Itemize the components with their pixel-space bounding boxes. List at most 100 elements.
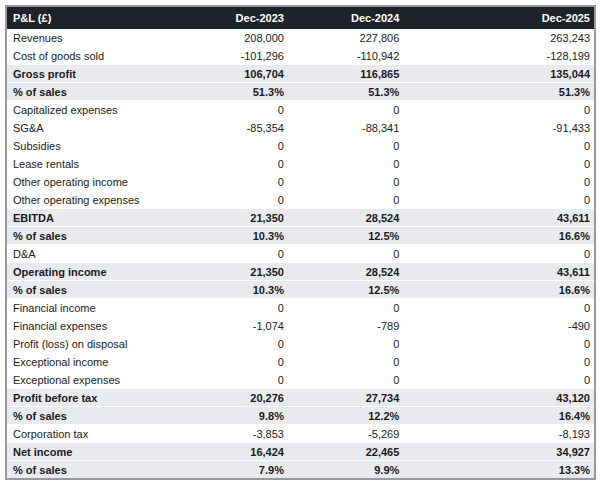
row-label: Corporation tax xyxy=(6,425,172,443)
row-label: % of sales xyxy=(6,407,172,425)
row-value: 0 xyxy=(172,155,288,173)
row-value: 0 xyxy=(403,101,595,119)
table-row: Profit before tax20,27627,73443,120 xyxy=(6,389,595,407)
row-value: 20,276 xyxy=(172,389,288,407)
row-value: 0 xyxy=(172,353,288,371)
table-row: Subsidies000 xyxy=(6,137,595,155)
table-row: EBITDA21,35028,52443,611 xyxy=(6,209,595,227)
row-value: 43,611 xyxy=(403,209,595,227)
row-value: 21,350 xyxy=(172,263,288,281)
row-value: 27,734 xyxy=(288,389,403,407)
row-value: 0 xyxy=(172,191,288,209)
row-value: -85,354 xyxy=(172,119,288,137)
table-row: % of sales9.8%12.2%16.4% xyxy=(6,407,595,425)
row-value: 0 xyxy=(403,371,595,389)
pnl-table-container: P&L (£) Dec-2023 Dec-2024 Dec-2025 Reven… xyxy=(5,5,596,480)
row-label: Financial expenses xyxy=(6,317,172,335)
row-value: 51.3% xyxy=(403,83,595,101)
row-value: -91,433 xyxy=(403,119,595,137)
row-label: Capitalized expenses xyxy=(6,101,172,119)
row-value: 0 xyxy=(288,245,403,263)
row-value: 0 xyxy=(288,191,403,209)
row-value: 0 xyxy=(288,299,403,317)
row-label: Other operating income xyxy=(6,173,172,191)
row-label: % of sales xyxy=(6,281,172,299)
table-row: Revenues208,000227,806263,243 xyxy=(6,29,595,47)
row-value: -110,942 xyxy=(288,47,403,65)
row-label: Exceptional expenses xyxy=(6,371,172,389)
row-value: 9.9% xyxy=(288,461,403,480)
row-label: Exceptional income xyxy=(6,353,172,371)
row-value: 34,927 xyxy=(403,443,595,461)
row-value: 0 xyxy=(403,137,595,155)
table-row: Cost of goods sold-101,296-110,942-128,1… xyxy=(6,47,595,65)
row-value: 0 xyxy=(288,137,403,155)
row-label: Gross profit xyxy=(6,65,172,83)
row-value: -789 xyxy=(288,317,403,335)
row-value: 0 xyxy=(288,353,403,371)
header-cell-dec-2024: Dec-2024 xyxy=(288,6,403,29)
row-value: 21,350 xyxy=(172,209,288,227)
row-label: Net income xyxy=(6,443,172,461)
row-value: 0 xyxy=(172,101,288,119)
row-value: 227,806 xyxy=(288,29,403,47)
row-label: % of sales xyxy=(6,83,172,101)
row-label: Revenues xyxy=(6,29,172,47)
row-value: 16,424 xyxy=(172,443,288,461)
row-value: 28,524 xyxy=(288,209,403,227)
table-row: Financial income000 xyxy=(6,299,595,317)
table-row: Corporation tax-3,853-5,269-8,193 xyxy=(6,425,595,443)
row-value: -490 xyxy=(403,317,595,335)
row-label: Profit before tax xyxy=(6,389,172,407)
row-value: 0 xyxy=(403,353,595,371)
row-value: 13.3% xyxy=(403,461,595,480)
row-label: Financial income xyxy=(6,299,172,317)
pnl-table: P&L (£) Dec-2023 Dec-2024 Dec-2025 Reven… xyxy=(5,5,596,480)
table-row: Other operating income000 xyxy=(6,173,595,191)
row-value: -1,074 xyxy=(172,317,288,335)
table-row: Operating income21,35028,52443,611 xyxy=(6,263,595,281)
row-value: 0 xyxy=(403,245,595,263)
row-value: 0 xyxy=(288,371,403,389)
table-row: % of sales10.3%12.5%16.6% xyxy=(6,281,595,299)
table-row: Profit (loss) on disposal000 xyxy=(6,335,595,353)
row-value: 0 xyxy=(403,173,595,191)
row-value: 116,865 xyxy=(288,65,403,83)
row-value: 0 xyxy=(288,155,403,173)
row-value: 0 xyxy=(172,245,288,263)
row-value: 106,704 xyxy=(172,65,288,83)
row-value: -5,269 xyxy=(288,425,403,443)
row-value: 10.3% xyxy=(172,227,288,245)
pnl-table-header: P&L (£) Dec-2023 Dec-2024 Dec-2025 xyxy=(6,6,595,29)
row-value: 135,044 xyxy=(403,65,595,83)
pnl-table-body: Revenues208,000227,806263,243Cost of goo… xyxy=(6,29,595,479)
row-value: 0 xyxy=(403,299,595,317)
table-row: Exceptional income000 xyxy=(6,353,595,371)
row-label: EBITDA xyxy=(6,209,172,227)
table-row: Lease rentals000 xyxy=(6,155,595,173)
row-value: 0 xyxy=(172,335,288,353)
table-row: % of sales7.9%9.9%13.3% xyxy=(6,461,595,480)
header-cell-dec-2025: Dec-2025 xyxy=(403,6,595,29)
row-value: 263,243 xyxy=(403,29,595,47)
table-row: % of sales51.3%51.3%51.3% xyxy=(6,83,595,101)
row-value: 10.3% xyxy=(172,281,288,299)
row-value: 0 xyxy=(288,335,403,353)
row-value: 0 xyxy=(403,191,595,209)
row-label: Subsidies xyxy=(6,137,172,155)
row-value: 208,000 xyxy=(172,29,288,47)
header-cell-dec-2023: Dec-2023 xyxy=(172,6,288,29)
row-label: Other operating expenses xyxy=(6,191,172,209)
row-value: 7.9% xyxy=(172,461,288,480)
row-value: 9.8% xyxy=(172,407,288,425)
row-value: -128,199 xyxy=(403,47,595,65)
header-row: P&L (£) Dec-2023 Dec-2024 Dec-2025 xyxy=(6,6,595,29)
row-value: 0 xyxy=(288,173,403,191)
row-value: 12.5% xyxy=(288,281,403,299)
header-cell-pnl-title: P&L (£) xyxy=(6,6,172,29)
row-value: 51.3% xyxy=(288,83,403,101)
row-value: -3,853 xyxy=(172,425,288,443)
table-row: Gross profit106,704116,865135,044 xyxy=(6,65,595,83)
row-value: 43,120 xyxy=(403,389,595,407)
row-value: -101,296 xyxy=(172,47,288,65)
